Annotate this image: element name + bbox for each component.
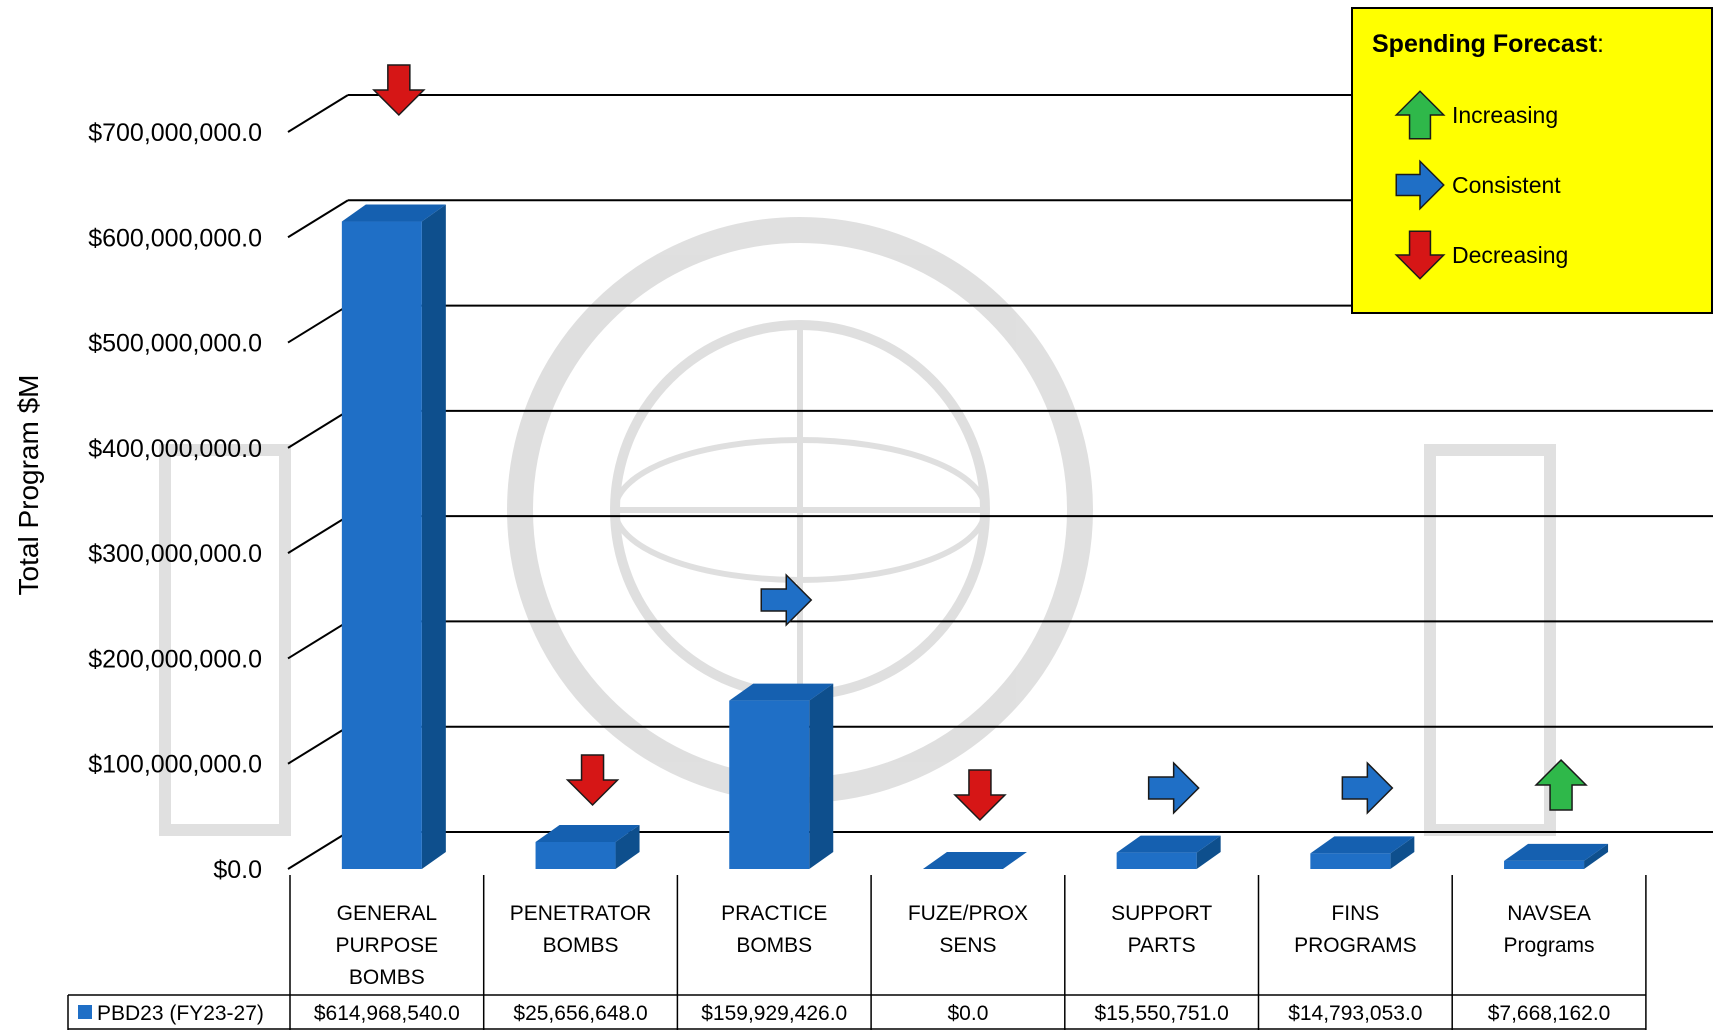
bar [729, 683, 834, 869]
data-table: GENERAL PURPOSE BOMBS PENETRATOR BOMBS PRACTI… [67, 875, 1647, 1030]
y-tick-label: $200,000,000.0 [88, 645, 262, 673]
legend: Spending Forecast: Increasing Consistent De… [1351, 7, 1713, 314]
bar-front [1116, 852, 1197, 869]
gridline-diagonal [287, 725, 349, 765]
bar-front [1310, 853, 1391, 869]
gridline-diagonal [287, 515, 349, 554]
gridline-diagonal [287, 199, 349, 239]
category-label: FINS [1331, 902, 1379, 925]
down-arrow-icon [953, 769, 1007, 822]
y-tick-label: $100,000,000.0 [88, 751, 262, 779]
bar [1310, 836, 1415, 869]
bar-side [1196, 835, 1221, 869]
category-label: BOMBS [349, 966, 425, 989]
forecast-arrows [372, 64, 1588, 822]
right-arrow-icon [1341, 761, 1394, 815]
legend-item-label: Increasing [1452, 102, 1558, 128]
y-axis-title: Total Program $M [13, 375, 44, 596]
category-label: NAVSEA [1507, 902, 1591, 925]
category-label: PENETRATOR [510, 902, 652, 925]
y-tick-label: $600,000,000.0 [88, 224, 262, 252]
legend-item-label: Consistent [1452, 172, 1561, 198]
category-label: GENERAL [337, 902, 437, 925]
bars [341, 204, 1609, 869]
data-label: $159,929,426.0 [701, 1002, 847, 1025]
category-label: BOMBS [543, 934, 619, 957]
bar-top [922, 852, 1027, 869]
right-arrow-icon [760, 573, 813, 627]
data-label: $14,793,053.0 [1288, 1002, 1422, 1025]
y-tick-label: $400,000,000.0 [88, 435, 262, 463]
gridline-diagonal [287, 831, 349, 870]
down-arrow-icon [1394, 230, 1446, 280]
bar-side [615, 824, 640, 869]
series-name: PBD23 (FY23-27) [97, 1002, 264, 1025]
y-tick-label: $700,000,000.0 [88, 119, 262, 147]
category-label: PARTS [1128, 934, 1196, 957]
up-arrow-icon [1394, 90, 1446, 140]
gridline-diagonal [287, 410, 349, 449]
category-label: SENS [939, 934, 996, 957]
bar-side [809, 683, 834, 869]
data-label: $15,550,751.0 [1095, 1002, 1229, 1025]
data-label: $0.0 [948, 1002, 989, 1025]
gridline-diagonal [287, 620, 349, 660]
category-label: SUPPORT [1111, 902, 1212, 925]
data-label: $614,968,540.0 [314, 1002, 460, 1025]
data-label: $7,668,162.0 [1488, 1002, 1611, 1025]
y-tick-label: $0.0 [213, 856, 262, 884]
y-tick-label: $300,000,000.0 [88, 540, 262, 568]
right-arrow-icon [1395, 159, 1445, 211]
bar [341, 204, 446, 869]
category-label: FUZE/PROX [908, 902, 1028, 925]
y-tick-label: $500,000,000.0 [88, 330, 262, 358]
legend-title: Spending Forecast: [1372, 30, 1604, 58]
bar [1504, 843, 1609, 869]
y-axis-ticks: $0.0 $100,000,000.0 $200,000,000.0 $300,000… [88, 119, 262, 884]
category-label: BOMBS [736, 934, 812, 957]
category-label: PRACTICE [721, 902, 827, 925]
gridline-diagonal [287, 304, 349, 344]
right-arrow-icon [1147, 761, 1200, 815]
bar-top [341, 204, 446, 222]
series-key-icon [78, 1005, 92, 1019]
bar [535, 824, 640, 869]
legend-item-label: Decreasing [1452, 242, 1568, 268]
up-arrow-icon [1534, 758, 1588, 811]
bar-top [729, 683, 834, 701]
down-arrow-icon [565, 754, 620, 807]
bar-side [1584, 843, 1609, 869]
bar [922, 852, 1027, 869]
bar-top [1504, 843, 1609, 861]
bar-top [1310, 836, 1415, 854]
bar-top [535, 824, 640, 842]
data-label: $25,656,648.0 [513, 1002, 647, 1025]
down-arrow-icon [372, 64, 426, 117]
gridline-diagonal [287, 94, 349, 133]
bar-front [1504, 860, 1585, 869]
bar-top [1116, 835, 1221, 853]
bar-front [341, 221, 422, 869]
category-label: Programs [1504, 934, 1595, 957]
bar-front [729, 700, 810, 869]
bar-front [535, 841, 616, 869]
category-label: PURPOSE [335, 934, 438, 957]
bar-side [1390, 836, 1415, 869]
bar [1116, 835, 1221, 869]
bar-side [421, 204, 446, 869]
category-label: PROGRAMS [1294, 934, 1417, 957]
